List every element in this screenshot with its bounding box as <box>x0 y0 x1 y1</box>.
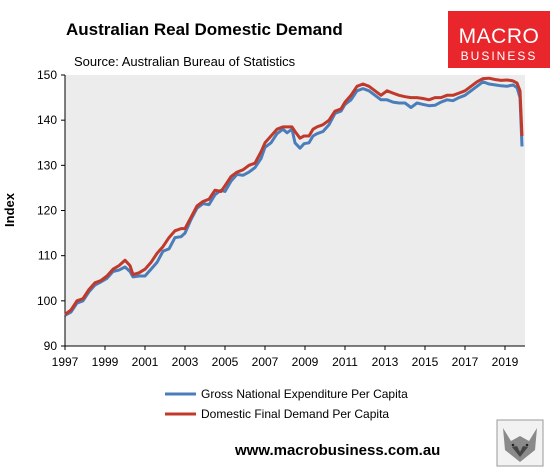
series-lines <box>64 76 524 317</box>
x-tick-label: 2017 <box>452 355 479 369</box>
x-tick-label: 1999 <box>92 355 119 369</box>
legend-label-domestic-final-demand: Domestic Final Demand Per Capita <box>201 407 389 421</box>
x-tick-label: 1997 <box>52 355 79 369</box>
y-tick-label: 100 <box>37 294 57 308</box>
y-tick-label: 110 <box>38 249 57 263</box>
logo-line2: BUSINESS <box>461 49 538 63</box>
logo-line1: MACRO <box>459 25 540 48</box>
series-line-domestic-final-demand <box>64 76 524 316</box>
x-tick-label: 2003 <box>172 355 199 369</box>
y-axis-ticks: 90 100 110 120 130 140 150 <box>37 68 65 353</box>
legend: Gross National Expenditure Per Capita Do… <box>165 387 408 421</box>
chart-subtitle: Source: Australian Bureau of Statistics <box>74 54 296 69</box>
y-tick-label: 90 <box>44 339 58 353</box>
wolf-logo-icon <box>496 419 544 467</box>
plot-area <box>65 75 525 346</box>
logo-background <box>448 11 550 68</box>
x-tick-label: 2001 <box>132 355 159 369</box>
y-tick-label: 130 <box>37 158 57 172</box>
y-tick-label: 140 <box>37 113 57 127</box>
x-tick-label: 2007 <box>252 355 279 369</box>
macrobusiness-logo: MACRO BUSINESS <box>448 11 550 68</box>
x-axis-ticks: 1997 1999 2001 2003 2005 2007 2009 2011 2013 2015… <box>52 346 519 369</box>
x-tick-label: 2013 <box>372 355 399 369</box>
series-line-gross-national-expenditure <box>64 80 524 317</box>
footer-url: www.macrobusiness.com.au <box>234 442 440 459</box>
x-tick-label: 2005 <box>212 355 239 369</box>
y-tick-label: 120 <box>37 204 57 218</box>
legend-label-gross-national-expenditure: Gross National Expenditure Per Capita <box>201 387 408 401</box>
x-tick-label: 2011 <box>332 355 358 369</box>
y-tick-label: 150 <box>37 68 57 82</box>
x-tick-label: 2009 <box>292 355 319 369</box>
x-tick-label: 2019 <box>492 355 519 369</box>
chart-title: Australian Real Domestic Demand <box>66 20 343 39</box>
x-tick-label: 2015 <box>412 355 439 369</box>
y-axis-label: Index <box>2 192 17 227</box>
